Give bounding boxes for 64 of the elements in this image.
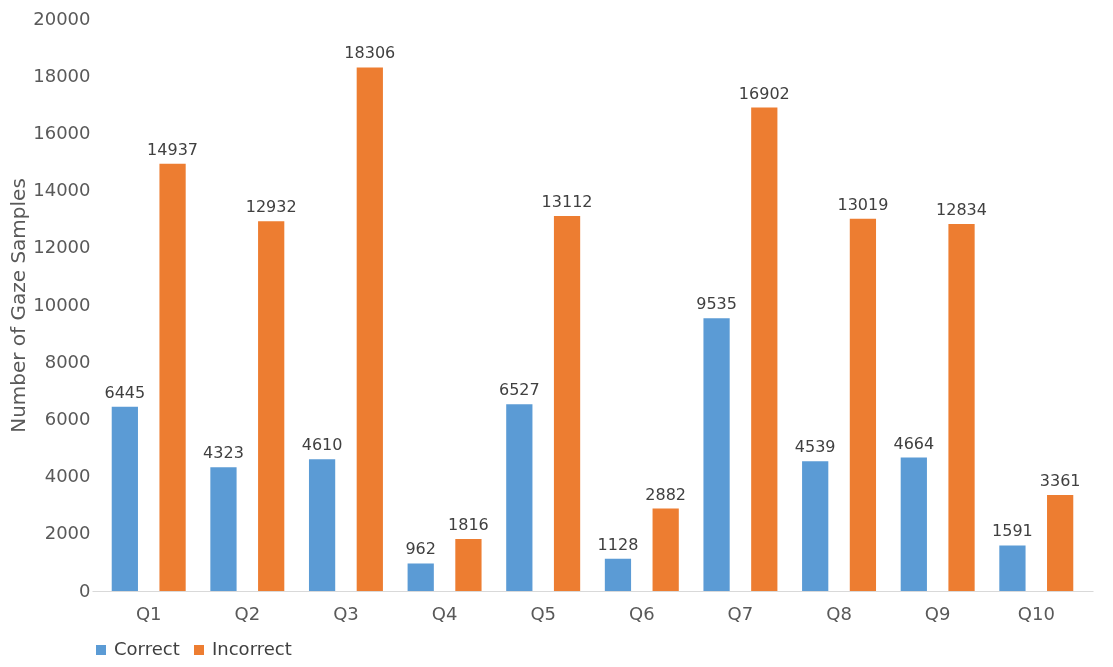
- bar: [356, 67, 383, 591]
- x-tick-label: Q8: [826, 602, 852, 624]
- data-label: 6527: [498, 380, 540, 400]
- bar: [553, 216, 581, 591]
- x-tick-label: Q2: [234, 602, 261, 624]
- y-tick-label: 4000: [44, 465, 91, 487]
- y-axis-title: Number of Gaze Samples: [6, 178, 31, 433]
- data-label: 4664: [893, 433, 935, 453]
- bar: [258, 221, 285, 591]
- bar: [407, 563, 434, 591]
- data-label: 2882: [645, 484, 687, 504]
- data-label: 4323: [203, 443, 244, 463]
- bar: [900, 457, 927, 591]
- data-label: 12834: [936, 199, 987, 219]
- data-label: 12932: [245, 197, 297, 217]
- data-label: 13112: [541, 192, 593, 211]
- y-tick-label: 14000: [33, 179, 91, 201]
- x-tick-label: Q3: [333, 602, 359, 624]
- data-label: 1591: [992, 521, 1033, 541]
- y-tick-label: 0: [79, 579, 91, 601]
- bar: [999, 545, 1026, 591]
- bar: [1047, 494, 1074, 591]
- y-tick-label: 16000: [33, 121, 91, 143]
- bar: [751, 107, 778, 591]
- data-label: 14937: [147, 139, 199, 159]
- bar: [111, 406, 138, 591]
- data-label: 6445: [104, 382, 146, 402]
- x-tick-label: Q5: [530, 602, 556, 624]
- bar: [210, 467, 237, 591]
- legend-label: Incorrect: [212, 638, 292, 659]
- bar: [652, 508, 679, 591]
- bar: [159, 163, 186, 591]
- data-label: 1128: [597, 534, 639, 554]
- data-label: 9535: [696, 294, 737, 314]
- data-label: 962: [405, 539, 436, 559]
- x-tick-label: Q9: [924, 602, 951, 624]
- bar: [849, 218, 877, 591]
- data-label: 1816: [448, 515, 489, 535]
- y-tick-label: 12000: [33, 236, 91, 258]
- bar: [802, 461, 829, 591]
- data-label: 4539: [794, 437, 836, 457]
- x-tick-label: Q7: [727, 602, 754, 624]
- bar: [948, 223, 975, 591]
- y-tick-label: 10000: [33, 293, 91, 315]
- bar: [703, 318, 730, 591]
- y-tick-label: 20000: [33, 7, 91, 29]
- y-tick-label: 6000: [44, 407, 91, 429]
- data-label: 13019: [837, 194, 889, 214]
- y-tick-label: 2000: [44, 522, 91, 544]
- x-tick-label: Q4: [431, 602, 458, 624]
- y-tick-label: 8000: [44, 350, 91, 372]
- x-tick-label: Q10: [1017, 602, 1055, 624]
- bar: [455, 539, 482, 591]
- legend-label: Correct: [114, 638, 180, 659]
- bar: [506, 404, 533, 591]
- data-label: 4610: [301, 435, 343, 455]
- bar: [604, 558, 632, 591]
- data-label: 16902: [738, 83, 790, 103]
- data-label: 3361: [1039, 470, 1081, 490]
- y-tick-label: 18000: [33, 64, 91, 86]
- data-label: 18306: [344, 43, 396, 63]
- x-tick-label: Q1: [135, 602, 162, 624]
- x-tick-label: Q6: [629, 602, 655, 624]
- bar: [308, 459, 336, 591]
